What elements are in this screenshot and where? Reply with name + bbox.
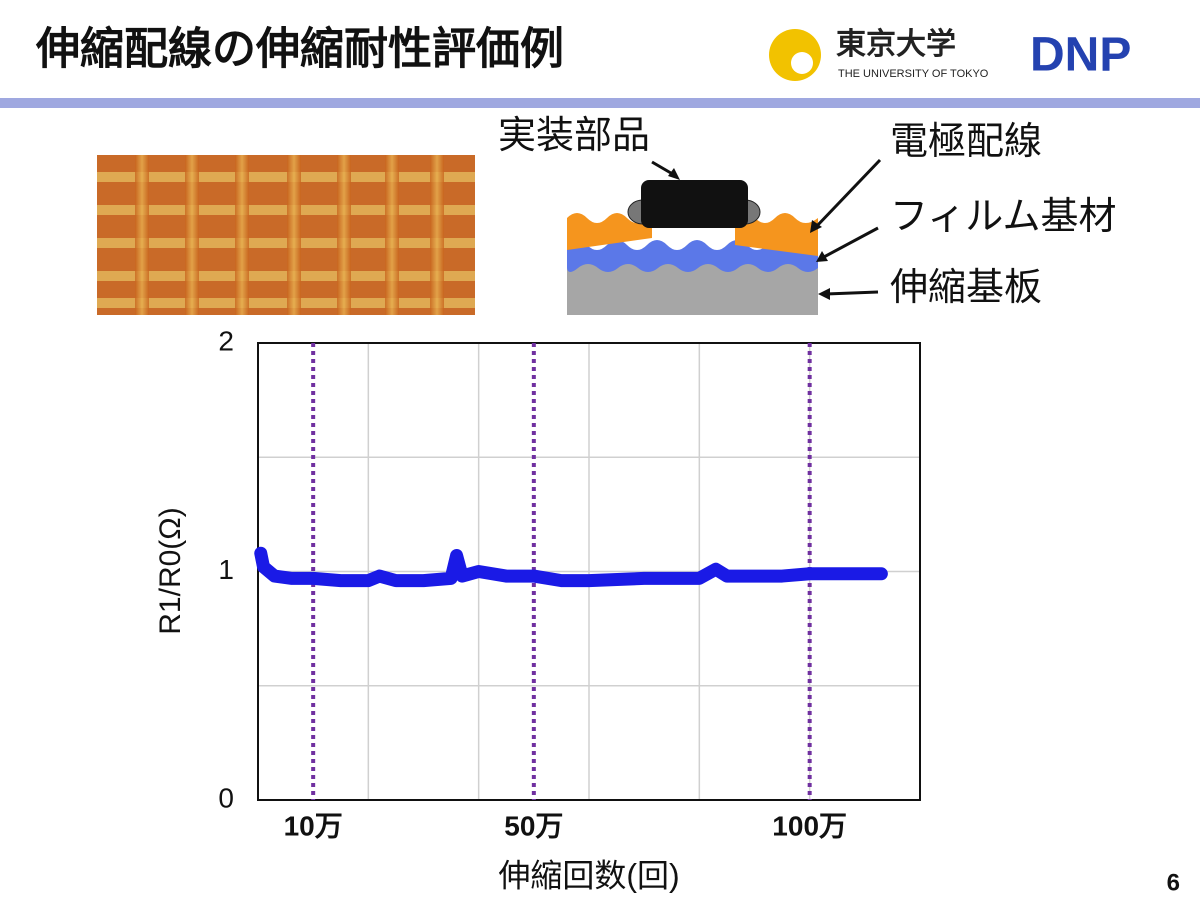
slide-title: 伸縮配線の伸縮耐性評価例 xyxy=(35,25,564,74)
y-axis-label: R1/R0(Ω) xyxy=(154,507,187,634)
x-tick-label: 50万 xyxy=(504,810,563,841)
dnp-logo: DNP xyxy=(1030,29,1131,82)
photo-stripe xyxy=(337,155,351,315)
x-tick-label: 100万 xyxy=(772,810,847,841)
wiring-photo xyxy=(97,155,475,315)
cross-section: 実装部品 電極配線 フィルム基材 伸縮基板 xyxy=(498,115,1116,315)
photo-stripe xyxy=(430,155,444,315)
arrow xyxy=(821,226,879,260)
photo-stripe xyxy=(287,155,301,315)
chart: 0 1 2 10万 50万 100万 xyxy=(218,325,921,841)
y-tick-label: 0 xyxy=(218,782,234,813)
diagram-label: フィルム基材 xyxy=(890,196,1116,238)
photo-stripe xyxy=(97,205,475,215)
x-tick-label: 10万 xyxy=(284,810,343,841)
film-layer xyxy=(567,240,818,272)
photo-stripe xyxy=(135,155,149,315)
y-tick-label: 2 xyxy=(218,325,234,356)
plot-frame xyxy=(257,342,921,801)
photo-stripe xyxy=(385,155,399,315)
diagram-label: 電極配線 xyxy=(890,121,1042,163)
arrow xyxy=(825,290,879,296)
electrode-layer xyxy=(735,213,818,256)
header-rule xyxy=(0,98,1200,108)
logo-text: THE UNIVERSITY OF TOKYO xyxy=(838,68,989,80)
x-axis-label: 伸縮回数(回) xyxy=(498,857,679,893)
logo-text: 東京大学 xyxy=(836,27,956,61)
arrowhead xyxy=(810,220,822,233)
component-chip xyxy=(641,180,748,228)
photo-stripe xyxy=(97,172,475,182)
photo-stripe xyxy=(185,155,199,315)
photo-stripe xyxy=(97,238,475,248)
diagram-label: 伸縮基板 xyxy=(890,267,1042,309)
y-tick-label: 1 xyxy=(218,554,234,585)
photo-stripe xyxy=(235,155,249,315)
page-number: 6 xyxy=(1167,869,1180,896)
utokyo-logo: 東京大学 THE UNIVERSITY OF TOKYO xyxy=(769,27,989,81)
data-line xyxy=(254,546,888,588)
photo-stripe xyxy=(97,298,475,308)
arrow xyxy=(813,158,882,230)
arrowhead xyxy=(816,251,828,262)
diagram-label: 実装部品 xyxy=(498,115,650,157)
electrode-layer xyxy=(567,213,654,250)
logo-icon xyxy=(791,52,813,74)
arrowhead xyxy=(668,168,680,180)
arrowhead xyxy=(818,288,830,300)
photo-stripe xyxy=(97,271,475,281)
